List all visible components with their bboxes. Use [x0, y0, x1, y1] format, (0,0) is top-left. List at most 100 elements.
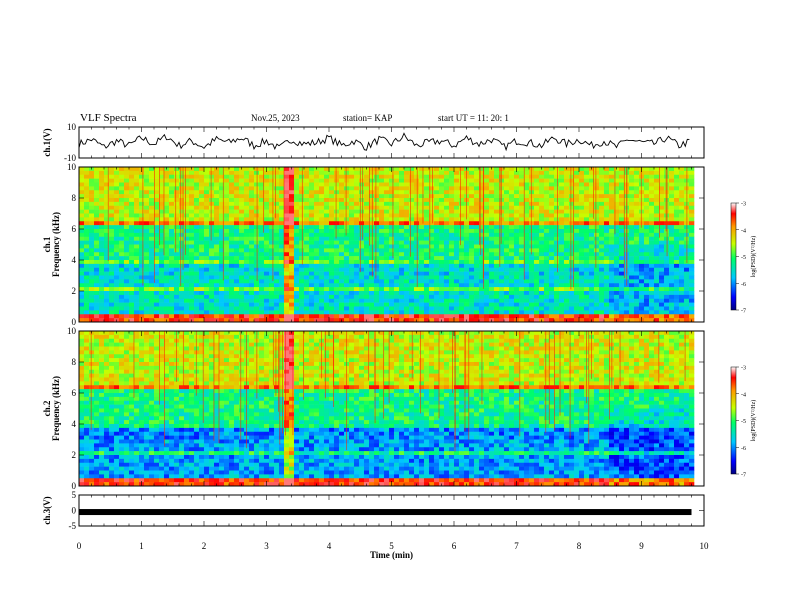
- spectrogram-cell: [399, 244, 405, 249]
- spectrogram-cell: [89, 275, 95, 280]
- spectrogram-cell: [154, 298, 160, 303]
- spectrogram-cell: [609, 252, 615, 257]
- spectrogram-cell: [629, 178, 635, 183]
- spectrogram-cell: [544, 205, 550, 210]
- spectrogram-cell: [459, 236, 465, 241]
- spectrogram-cell: [509, 213, 515, 218]
- spectrogram-cell: [264, 190, 270, 195]
- spectrogram-cell: [534, 178, 540, 183]
- spectrogram-cell: [79, 248, 85, 253]
- spectrogram-cell: [639, 279, 645, 284]
- spectrogram-cell: [264, 291, 270, 296]
- spectrogram-cell: [489, 225, 495, 230]
- spectrogram-cell: [619, 217, 625, 222]
- spectrogram-cell: [664, 244, 670, 249]
- spectrogram-cell: [354, 294, 360, 300]
- spectrogram-cell: [224, 225, 230, 230]
- spectrogram-cell: [214, 291, 220, 296]
- spectrogram-cell: [554, 248, 560, 253]
- spectrogram-cell: [139, 263, 145, 269]
- spectrogram-cell: [344, 217, 350, 222]
- spectrogram-cell: [654, 271, 660, 276]
- spectrogram-cell: [184, 236, 190, 241]
- spectrogram-cell: [564, 298, 570, 303]
- spectrogram-cell: [384, 182, 390, 187]
- spectrogram-cell: [554, 298, 560, 303]
- spectrogram-cell: [274, 174, 280, 179]
- spectrogram-cell: [319, 170, 325, 176]
- spectrogram-cell: [679, 291, 685, 296]
- spectrogram-cell: [89, 271, 95, 276]
- spectrogram-cell: [444, 217, 450, 222]
- spectrogram-cell: [584, 205, 590, 210]
- spectrogram-cell: [389, 298, 395, 303]
- spectrogram-cell: [579, 229, 585, 234]
- spectrogram-cell: [129, 306, 135, 311]
- spectrogram-cell: [229, 186, 235, 191]
- spectrogram-cell: [194, 302, 200, 307]
- spectrogram-cell: [664, 217, 670, 222]
- spectrogram-cell: [534, 182, 540, 187]
- spectrogram-cell: [679, 260, 685, 265]
- spectrogram-cell: [359, 260, 365, 265]
- spectrogram-cell: [274, 209, 280, 214]
- spectrogram-cell: [79, 291, 85, 296]
- spectrogram-cell: [499, 256, 505, 261]
- spectrogram-cell: [504, 271, 510, 276]
- spectrogram-cell: [584, 174, 590, 179]
- spectrogram-cell: [264, 186, 270, 191]
- spectrogram-cell: [254, 217, 260, 222]
- spectrogram-cell: [279, 314, 285, 319]
- spectrogram-cell: [234, 186, 240, 191]
- spectrogram-cell: [89, 287, 95, 292]
- spectrogram-cell: [624, 310, 630, 315]
- spectrogram-cell: [244, 287, 250, 292]
- spectrogram-cell: [544, 310, 550, 315]
- spectrogram-cell: [319, 205, 325, 210]
- spectrogram-cell: [479, 263, 485, 269]
- spectrogram-cell: [389, 252, 395, 257]
- station-label: station= KAP: [343, 113, 393, 123]
- spectrogram-cell: [304, 279, 310, 284]
- spectrogram-cell: [659, 310, 665, 315]
- spectrogram-cell: [199, 263, 205, 269]
- spectrogram-cell: [374, 225, 380, 230]
- spectrogram-cell: [599, 298, 605, 303]
- spectrogram-cell: [179, 190, 185, 195]
- spectrogram-cell: [129, 275, 135, 280]
- spectrogram-cell: [279, 260, 285, 265]
- spectrogram-cell: [644, 267, 650, 272]
- spectrogram-cell: [229, 318, 235, 322]
- spectrogram-cell: [254, 256, 260, 261]
- spectrogram-cell: [264, 244, 270, 249]
- spectrogram-cell: [289, 229, 295, 234]
- spectrogram-cell: [554, 271, 560, 276]
- spectrogram-cell: [649, 294, 655, 300]
- spectrogram-cell: [229, 256, 235, 261]
- spectrogram-cell: [489, 248, 495, 253]
- spectrogram-cell: [259, 260, 265, 265]
- spectrogram-cell: [399, 267, 405, 272]
- spectrogram-cell: [569, 178, 575, 183]
- spectrogram-cell: [109, 170, 115, 176]
- spectrogram-cell: [89, 170, 95, 176]
- spectrogram-cell: [149, 310, 155, 315]
- spectrogram-cell: [229, 174, 235, 179]
- spectrogram-cell: [144, 279, 150, 284]
- spectrogram-cell: [359, 287, 365, 292]
- spectrogram-cell: [424, 167, 430, 172]
- spectrogram-cell: [329, 198, 335, 203]
- spectrogram-cell: [399, 174, 405, 179]
- spectrogram-cell: [169, 221, 175, 226]
- spectrogram-cell: [119, 190, 125, 195]
- spectrogram-cell: [629, 306, 635, 311]
- spectrogram-cell: [269, 190, 275, 195]
- spectrogram-cell: [629, 167, 635, 172]
- spectrogram-cell: [549, 302, 555, 307]
- spectrogram-cell: [244, 271, 250, 276]
- spectrogram-cell: [109, 283, 115, 288]
- spectrogram-cell: [634, 198, 640, 203]
- spectrogram-cell: [534, 174, 540, 179]
- spectrogram-cell: [209, 287, 215, 292]
